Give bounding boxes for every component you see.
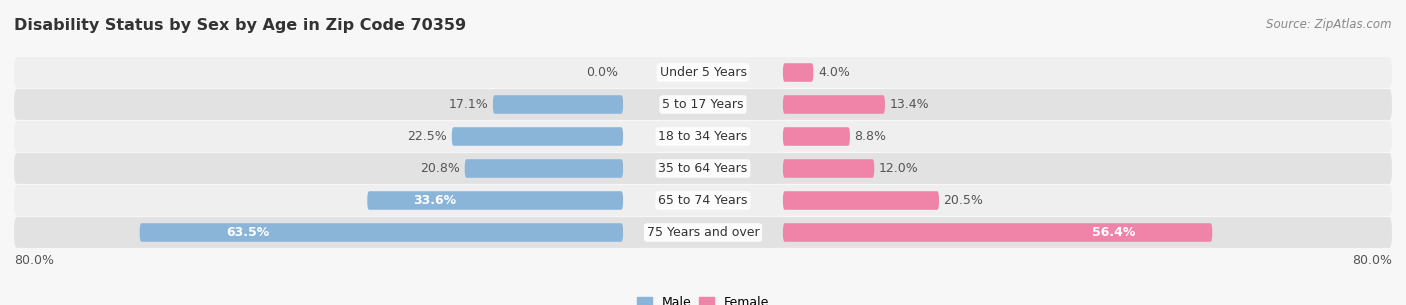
Text: 75 Years and over: 75 Years and over: [647, 226, 759, 239]
Text: Under 5 Years: Under 5 Years: [659, 66, 747, 79]
Text: 63.5%: 63.5%: [226, 226, 270, 239]
Text: Disability Status by Sex by Age in Zip Code 70359: Disability Status by Sex by Age in Zip C…: [14, 18, 467, 33]
Text: Source: ZipAtlas.com: Source: ZipAtlas.com: [1267, 18, 1392, 31]
Text: 12.0%: 12.0%: [879, 162, 918, 175]
FancyBboxPatch shape: [783, 127, 849, 146]
FancyBboxPatch shape: [14, 121, 1392, 152]
FancyBboxPatch shape: [783, 95, 884, 114]
Text: 56.4%: 56.4%: [1091, 226, 1135, 239]
FancyBboxPatch shape: [783, 191, 939, 210]
Text: 20.5%: 20.5%: [943, 194, 983, 207]
FancyBboxPatch shape: [367, 191, 623, 210]
Text: 33.6%: 33.6%: [413, 194, 457, 207]
Text: 22.5%: 22.5%: [408, 130, 447, 143]
Text: 20.8%: 20.8%: [420, 162, 460, 175]
Text: 17.1%: 17.1%: [449, 98, 488, 111]
FancyBboxPatch shape: [14, 217, 1392, 248]
Text: 18 to 34 Years: 18 to 34 Years: [658, 130, 748, 143]
Text: 0.0%: 0.0%: [586, 66, 619, 79]
FancyBboxPatch shape: [783, 159, 875, 178]
FancyBboxPatch shape: [451, 127, 623, 146]
Text: 13.4%: 13.4%: [890, 98, 929, 111]
FancyBboxPatch shape: [783, 223, 1212, 242]
FancyBboxPatch shape: [14, 153, 1392, 184]
Text: 5 to 17 Years: 5 to 17 Years: [662, 98, 744, 111]
FancyBboxPatch shape: [14, 57, 1392, 88]
Text: 65 to 74 Years: 65 to 74 Years: [658, 194, 748, 207]
FancyBboxPatch shape: [14, 89, 1392, 120]
Text: 80.0%: 80.0%: [14, 254, 53, 267]
Text: 80.0%: 80.0%: [1353, 254, 1392, 267]
FancyBboxPatch shape: [494, 95, 623, 114]
Legend: Male, Female: Male, Female: [631, 291, 775, 305]
Text: 8.8%: 8.8%: [855, 130, 887, 143]
FancyBboxPatch shape: [465, 159, 623, 178]
FancyBboxPatch shape: [783, 63, 814, 82]
FancyBboxPatch shape: [14, 185, 1392, 216]
FancyBboxPatch shape: [139, 223, 623, 242]
Text: 35 to 64 Years: 35 to 64 Years: [658, 162, 748, 175]
Text: 4.0%: 4.0%: [818, 66, 849, 79]
